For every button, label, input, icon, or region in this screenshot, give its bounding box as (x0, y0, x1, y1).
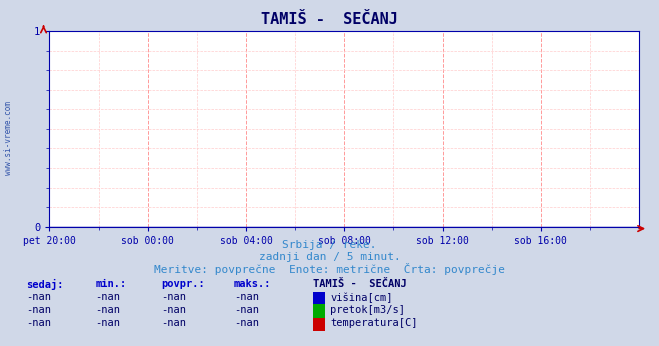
Text: temperatura[C]: temperatura[C] (330, 318, 418, 328)
Text: TAMIŠ -  SEČANJ: TAMIŠ - SEČANJ (313, 279, 407, 289)
Text: -nan: -nan (26, 305, 51, 315)
Text: -nan: -nan (161, 305, 186, 315)
Text: min.:: min.: (96, 279, 127, 289)
Text: maks.:: maks.: (234, 279, 272, 289)
Text: višina[cm]: višina[cm] (330, 292, 393, 303)
Text: Srbija / reke.: Srbija / reke. (282, 240, 377, 251)
Text: TAMIŠ -  SEČANJ: TAMIŠ - SEČANJ (261, 12, 398, 27)
Text: -nan: -nan (96, 292, 121, 302)
Text: -nan: -nan (161, 292, 186, 302)
Text: -nan: -nan (234, 292, 259, 302)
Text: pretok[m3/s]: pretok[m3/s] (330, 305, 405, 315)
Text: -nan: -nan (96, 318, 121, 328)
Text: Meritve: povprečne  Enote: metrične  Črta: povprečje: Meritve: povprečne Enote: metrične Črta:… (154, 263, 505, 275)
Text: sedaj:: sedaj: (26, 279, 64, 290)
Text: -nan: -nan (96, 305, 121, 315)
Text: povpr.:: povpr.: (161, 279, 205, 289)
Text: -nan: -nan (26, 318, 51, 328)
Text: -nan: -nan (234, 318, 259, 328)
Text: www.si-vreme.com: www.si-vreme.com (4, 101, 13, 175)
Text: -nan: -nan (161, 318, 186, 328)
Text: -nan: -nan (234, 305, 259, 315)
Text: zadnji dan / 5 minut.: zadnji dan / 5 minut. (258, 252, 401, 262)
Text: -nan: -nan (26, 292, 51, 302)
